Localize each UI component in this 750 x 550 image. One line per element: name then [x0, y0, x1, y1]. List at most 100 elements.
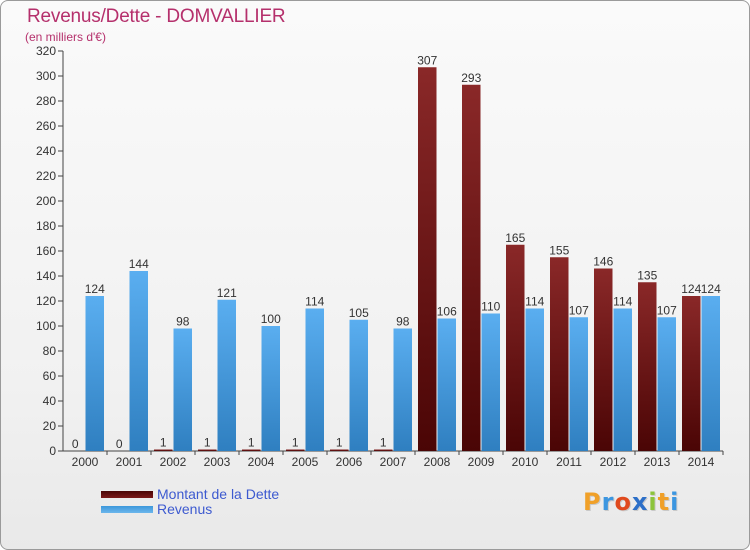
bar-revenus: [525, 308, 544, 451]
x-tick-label: 2014: [688, 455, 715, 469]
x-tick-label: 2011: [556, 455, 582, 469]
data-label-dette: 1: [380, 436, 387, 450]
bar-dette: [638, 282, 657, 451]
legend-swatch-dette: [101, 491, 153, 498]
data-label-dette: 155: [549, 243, 569, 257]
x-tick-label: 2009: [468, 455, 495, 469]
x-tick-label: 2010: [512, 455, 539, 469]
y-tick-label: 260: [36, 119, 56, 133]
legend-label-revenus: Revenus: [157, 501, 213, 517]
y-tick-label: 240: [36, 144, 56, 158]
x-tick-label: 2004: [248, 455, 275, 469]
data-label-dette: 165: [505, 231, 525, 245]
bar-dette: [154, 449, 173, 451]
bar-revenus: [173, 328, 192, 451]
x-tick-label: 2006: [336, 455, 363, 469]
bar-dette: [242, 449, 261, 451]
x-tick-label: 2008: [424, 455, 451, 469]
y-tick-label: 40: [43, 394, 57, 408]
data-label-revenus: 114: [613, 295, 632, 309]
data-label-revenus: 100: [261, 312, 281, 326]
logo-letter: i: [670, 488, 680, 516]
proxiti-logo: Proxiti: [583, 488, 679, 516]
x-tick-label: 2000: [72, 455, 99, 469]
x-tick-label: 2013: [644, 455, 671, 469]
data-label-dette: 307: [417, 53, 437, 67]
data-label-revenus: 106: [437, 305, 457, 319]
legend-swatch-revenus: [101, 506, 153, 513]
bar-dette: [594, 268, 613, 451]
data-label-dette: 1: [336, 436, 343, 450]
bar-revenus: [657, 317, 676, 451]
x-tick-label: 2005: [292, 455, 319, 469]
x-tick-label: 2001: [116, 455, 143, 469]
bar-revenus: [393, 328, 412, 451]
bar-revenus: [437, 318, 456, 451]
y-tick-label: 280: [36, 94, 56, 108]
data-label-dette: 135: [637, 268, 657, 282]
bar-revenus: [261, 326, 280, 451]
y-tick-label: 320: [36, 44, 56, 58]
data-label-revenus: 105: [349, 306, 369, 320]
y-tick-label: 120: [36, 294, 56, 308]
y-tick-label: 80: [43, 344, 57, 358]
data-label-dette: 0: [72, 437, 79, 451]
data-label-revenus: 121: [217, 286, 237, 300]
data-label-revenus: 98: [396, 315, 410, 329]
bar-dette: [550, 257, 569, 451]
bar-revenus: [349, 319, 368, 451]
bar-revenus: [481, 313, 500, 451]
x-tick-label: 2002: [160, 455, 187, 469]
bar-revenus: [85, 296, 104, 451]
bar-dette: [506, 244, 525, 451]
logo-letter: x: [631, 488, 649, 516]
y-tick-label: 180: [36, 219, 56, 233]
bar-dette: [462, 84, 481, 451]
x-tick-label: 2007: [380, 455, 407, 469]
data-label-revenus: 107: [657, 303, 677, 317]
bar-revenus: [217, 299, 236, 451]
y-tick-label: 300: [36, 69, 56, 83]
y-tick-label: 160: [36, 244, 56, 258]
y-tick-label: 60: [43, 369, 57, 383]
bar-dette: [682, 296, 701, 451]
y-tick-label: 220: [36, 169, 56, 183]
data-label-revenus: 107: [569, 303, 589, 317]
logo-letter: P: [583, 488, 602, 516]
data-label-dette: 0: [116, 437, 123, 451]
legend-label-dette: Montant de la Dette: [157, 486, 280, 502]
x-tick-label: 2003: [204, 455, 231, 469]
data-label-dette: 1: [248, 436, 255, 450]
logo-letter: o: [614, 488, 632, 516]
bar-revenus: [613, 308, 632, 451]
data-label-revenus: 114: [305, 295, 324, 309]
y-tick-label: 100: [36, 319, 56, 333]
bar-revenus: [701, 296, 720, 451]
data-label-dette: 1: [292, 436, 299, 450]
data-label-revenus: 124: [701, 282, 721, 296]
logo-letter: i: [648, 488, 658, 516]
bar-dette: [418, 67, 437, 451]
data-label-dette: 1: [160, 436, 167, 450]
y-tick-label: 0: [49, 444, 56, 458]
bar-dette: [286, 449, 305, 451]
x-tick-label: 2012: [600, 455, 627, 469]
chart-title: Revenus/Dette - DOMVALLIER: [27, 6, 286, 27]
data-label-revenus: 114: [525, 295, 544, 309]
bar-revenus: [569, 317, 588, 451]
bar-dette: [374, 449, 393, 451]
logo-letter: r: [601, 488, 615, 516]
y-tick-label: 20: [43, 419, 57, 433]
y-tick-label: 200: [36, 194, 56, 208]
y-tick-label: 140: [36, 269, 56, 283]
data-label-revenus: 144: [129, 257, 149, 271]
data-label-dette: 124: [681, 282, 701, 296]
data-label-dette: 1: [204, 436, 211, 450]
chart-subtitle: (en milliers d'€): [25, 30, 106, 44]
data-label-revenus: 98: [176, 315, 190, 329]
data-label-revenus: 124: [85, 282, 105, 296]
bar-dette: [198, 449, 217, 451]
data-label-dette: 146: [593, 255, 613, 269]
